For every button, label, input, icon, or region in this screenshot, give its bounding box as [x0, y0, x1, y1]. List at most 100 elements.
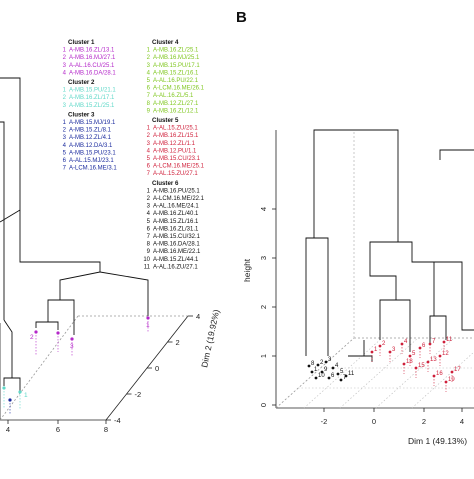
panel-a-point	[146, 316, 150, 320]
legend-item-label: A-MB.16.ME/22.1	[153, 249, 201, 255]
legend-item-label: A-MB.16.ZL/13.1	[69, 48, 115, 54]
panel-b-z-tick-label: 2	[259, 305, 268, 309]
legend-item-number: 8	[147, 101, 151, 107]
panel-b-point	[388, 350, 392, 354]
panel-a-branch	[3, 319, 13, 378]
panel-b-point	[450, 370, 454, 374]
panel-b-point-label: 18	[406, 359, 413, 365]
panel-b-branch	[379, 299, 396, 340]
panel-a-branch	[48, 321, 59, 330]
legend-item-number: 9	[147, 108, 151, 114]
panel-b-box	[275, 130, 474, 409]
panel-a-box-edge	[0, 315, 79, 421]
panel-b-point	[438, 354, 442, 358]
legend-item-number: 3	[63, 103, 67, 109]
panel-b-branch	[439, 149, 474, 160]
panel-a-point-label: 1	[24, 392, 28, 399]
legend-item-number: 1	[63, 88, 67, 94]
panel-b-point	[339, 378, 343, 382]
panel-b-point-label: 9	[324, 367, 328, 373]
panel-b-dendrogram	[305, 129, 474, 362]
panel-a-box	[0, 315, 189, 421]
legend-item-number: 2	[147, 133, 151, 139]
legend-item-label: A-MB.12.ZL/4.1	[69, 135, 112, 141]
panel-a-branch	[0, 121, 5, 320]
panel-a-branch	[99, 271, 149, 316]
panel-b-point-label: 11	[446, 337, 453, 343]
panel-b-point	[314, 376, 318, 380]
legend-item-label: A-AL.16.ME/24.1	[153, 204, 199, 210]
legend-item-number: 6	[147, 226, 151, 232]
legend-item-label: A-MB.15.CU/32.1	[153, 234, 201, 240]
panel-b-label: B	[236, 9, 247, 26]
panel-b-point	[432, 374, 436, 378]
panel-b-branch	[364, 355, 373, 362]
legend-item-number: 6	[147, 86, 151, 92]
legend-item-label: A-LCM.16.ME/22.1	[153, 196, 205, 202]
panel-a-y-tick-label: 4	[196, 312, 200, 321]
legend-item-number: 1	[147, 188, 151, 194]
legend-cluster-title: Cluster 3	[68, 111, 95, 118]
legend-item-label: A-MB.12.ZL/27.1	[153, 101, 199, 107]
panel-a-point-label: 3	[70, 343, 74, 350]
panel-b-point	[344, 374, 348, 378]
panel-b-point	[444, 380, 448, 384]
legend-item-number: 5	[147, 219, 151, 225]
legend-item-number: 2	[147, 196, 151, 202]
panel-a-point	[70, 337, 74, 341]
panel-a-branch	[3, 377, 12, 386]
legend-item-number: 7	[63, 166, 67, 172]
legend-item-label: A-MB.16.ZL/15.1	[153, 133, 199, 139]
legend-item-label: A-MB.15.PU/17.1	[153, 63, 200, 69]
panel-b-floor-grid	[298, 337, 474, 409]
panel-a-branch	[12, 377, 21, 392]
legend-item-number: 5	[147, 156, 151, 162]
panel-b-point-label: 6	[331, 373, 335, 379]
panel-b-point-label: 2	[320, 360, 324, 366]
legend-item-label: A-MB.15.MJ/19.1	[69, 120, 116, 126]
panel-a-branch	[0, 77, 21, 210]
panel-a-y-tick-label: -2	[135, 390, 142, 399]
panel-b-z-tick-label: 3	[259, 256, 268, 260]
legend-item-label: A-MB.12.PU/1.1	[153, 148, 197, 154]
legend-item-label: A-LCM.16.ME/3.1	[69, 166, 117, 172]
panel-b-point	[414, 366, 418, 370]
panel-b-point-label: 2	[382, 341, 386, 347]
panel-b-branch	[305, 237, 314, 356]
panel-a-y-tick-label: 2	[176, 338, 180, 347]
panel-a-x-tick-label: 6	[56, 425, 60, 434]
panel-a-x-axis: 4 6 8	[6, 420, 108, 434]
legend-item-label: A-MB.15.PU/23.1	[69, 150, 116, 156]
legend-item-number: 1	[147, 48, 151, 54]
panel-b-x-tick-label: 0	[372, 417, 376, 426]
panel-a-point-label: 1	[146, 322, 150, 329]
legend-cluster-title: Cluster 4	[152, 39, 179, 46]
panel-a-branch	[0, 209, 21, 223]
panel-b-x-axis: -2 0 2 4	[321, 408, 464, 426]
panel-a-branch	[19, 210, 101, 272]
panel-b-point	[331, 366, 335, 370]
panel-b-point-label: 13	[430, 357, 437, 363]
panel-b-point-label: 11	[348, 371, 355, 377]
legend-item-number: 2	[63, 55, 67, 61]
legend-item-number: 10	[143, 257, 150, 263]
legend-cluster-title: Cluster 2	[68, 79, 95, 86]
panel-b-z-tick-label: 1	[259, 354, 268, 358]
legend-cluster-title: Cluster 6	[152, 180, 179, 187]
legend-item-label: A-MB.16.ZL/31.1	[153, 226, 199, 232]
legend-item-number: 1	[147, 126, 151, 132]
legend-cluster-title: Cluster 5	[152, 117, 179, 124]
panel-b-point	[428, 342, 432, 346]
legend-item-number: 4	[147, 211, 151, 217]
panel-b-point	[316, 363, 320, 367]
legend-item-number: 11	[144, 264, 151, 270]
legend-item-label: A-MB.15.ZL/8.1	[69, 128, 112, 134]
panel-a-point	[56, 331, 60, 335]
panel-b-branch	[369, 241, 398, 300]
panel-b-branch	[348, 340, 365, 357]
panel-a-branch	[35, 321, 48, 328]
panel-a-x-tick-label: 4	[6, 425, 10, 434]
panel-b-point-label: 19	[448, 377, 455, 383]
legend-item-number: 1	[63, 120, 67, 126]
panel-b-point	[400, 342, 404, 346]
